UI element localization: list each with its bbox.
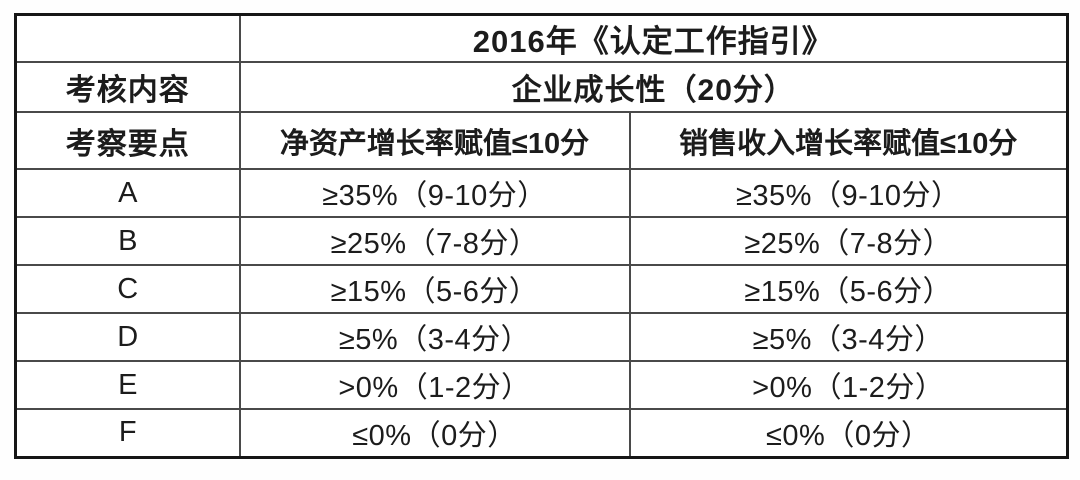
sales-revenue-growth-value: ≥15%（5-6分） (628, 264, 1069, 314)
grade-label: E (14, 360, 241, 410)
sales-revenue-growth-header: 销售收入增长率赋值≤10分 (628, 111, 1069, 170)
sales-revenue-growth-value: >0%（1-2分） (628, 360, 1069, 410)
sales-revenue-growth-value: ≥5%（3-4分） (628, 312, 1069, 362)
grade-row-a: A ≥35%（9-10分） ≥35%（9-10分） (14, 168, 1069, 218)
grade-label: C (14, 264, 241, 314)
table-title-row: 2016年《认定工作指引》 (14, 13, 1069, 63)
assessment-content-label: 考核内容 (14, 61, 241, 113)
net-asset-growth-value: ≥5%（3-4分） (238, 312, 631, 362)
grade-label: A (14, 168, 241, 218)
table-title: 2016年《认定工作指引》 (238, 13, 1069, 63)
net-asset-growth-value: >0%（1-2分） (238, 360, 631, 410)
net-asset-growth-value: ≤0%（0分） (238, 408, 631, 458)
grade-row-b: B ≥25%（7-8分） ≥25%（7-8分） (14, 216, 1069, 266)
grade-label: F (14, 408, 241, 458)
sales-revenue-growth-value: ≥25%（7-8分） (628, 216, 1069, 266)
net-asset-growth-header: 净资产增长率赋值≤10分 (238, 111, 631, 170)
grade-row-e: E >0%（1-2分） >0%（1-2分） (14, 360, 1069, 410)
grade-label: B (14, 216, 241, 266)
net-asset-growth-value: ≥15%（5-6分） (238, 264, 631, 314)
sales-revenue-growth-value: ≤0%（0分） (628, 408, 1069, 458)
corner-empty-cell (14, 13, 241, 63)
net-asset-growth-value: ≥35%（9-10分） (238, 168, 631, 218)
grade-label: D (14, 312, 241, 362)
criteria-header-row: 考察要点 净资产增长率赋值≤10分 销售收入增长率赋值≤10分 (14, 111, 1069, 170)
grade-row-d: D ≥5%（3-4分） ≥5%（3-4分） (14, 312, 1069, 362)
grade-row-c: C ≥15%（5-6分） ≥15%（5-6分） (14, 264, 1069, 314)
criteria-label: 考察要点 (14, 111, 241, 170)
net-asset-growth-value: ≥25%（7-8分） (238, 216, 631, 266)
grade-row-f: F ≤0%（0分） ≤0%（0分） (14, 408, 1069, 458)
assessment-table: 2016年《认定工作指引》 考核内容 企业成长性（20分） 考察要点 净资产增长… (14, 13, 1069, 459)
assessment-content-value: 企业成长性（20分） (238, 61, 1069, 113)
assessment-content-row: 考核内容 企业成长性（20分） (14, 61, 1069, 113)
sales-revenue-growth-value: ≥35%（9-10分） (628, 168, 1069, 218)
